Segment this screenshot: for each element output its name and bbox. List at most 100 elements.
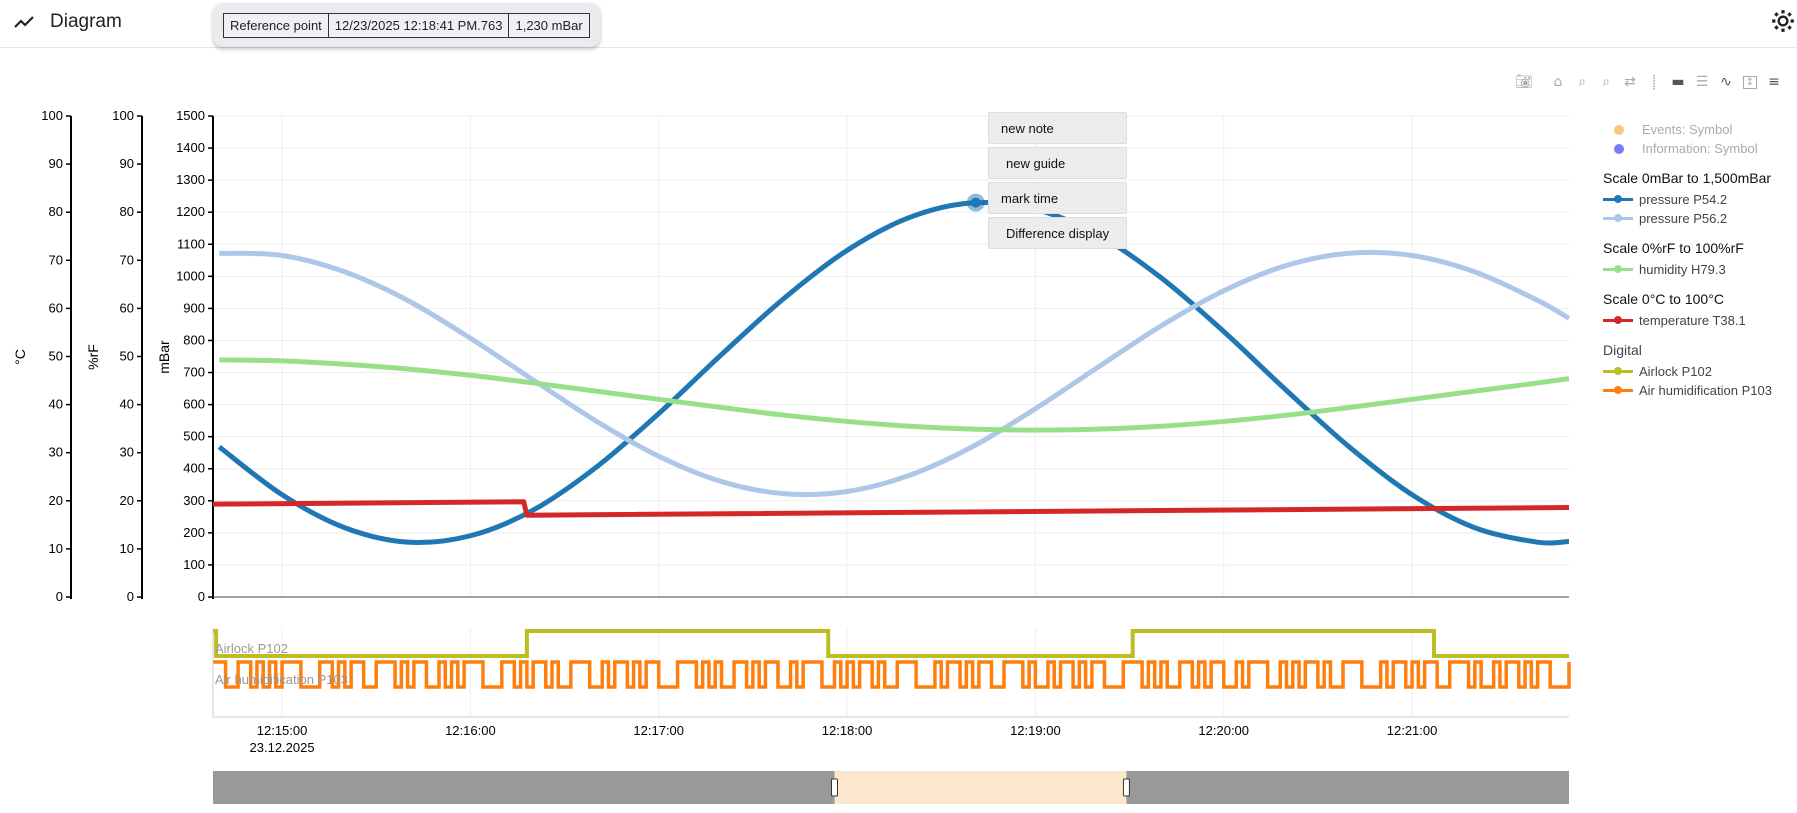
- y-tick-label-rf: 50: [120, 349, 134, 364]
- x-tick-label: 12:15:00: [257, 723, 308, 738]
- y-tick-label-rf: 20: [120, 493, 134, 508]
- legend-air-humidification[interactable]: Air humidification P103: [1603, 381, 1772, 400]
- legend-label: pressure P54.2: [1639, 192, 1728, 207]
- legend-swatch: [1603, 195, 1633, 203]
- legend-label: temperature T38.1: [1639, 313, 1746, 328]
- legend-label: humidity H79.3: [1639, 262, 1726, 277]
- reference-point-tooltip: Reference point 12/23/2025 12:18:41 PM.7…: [213, 3, 600, 47]
- y-axis-title-mbar: mBar: [156, 340, 172, 374]
- y-tick-label-mbar: 0: [198, 589, 205, 604]
- legend-temperature[interactable]: temperature T38.1: [1603, 311, 1772, 330]
- page-title: Diagram: [50, 11, 122, 32]
- digital-line-airlock: [213, 629, 1569, 658]
- new-note-button[interactable]: new note: [988, 112, 1127, 144]
- home-icon[interactable]: ⌂: [1553, 74, 1563, 90]
- y-tick-label-rf: 80: [120, 204, 134, 219]
- stacked-lines-icon[interactable]: ≡: [1768, 74, 1780, 90]
- tooltip-value: 1,230 mBar: [508, 12, 590, 38]
- digital-line-air-humidification: [213, 660, 1571, 689]
- tooltip-label: Reference point: [223, 12, 329, 38]
- y-tick-label-mbar: 600: [183, 397, 205, 412]
- range-slider-handle[interactable]: [1122, 778, 1130, 797]
- zoom-in-icon[interactable]: ⌕: [1578, 74, 1586, 90]
- tooltip-timestamp: 12/23/2025 12:18:41 PM.763: [327, 12, 510, 38]
- y-tick-label-c: 90: [49, 156, 63, 171]
- legend-pressure-p54[interactable]: pressure P54.2: [1603, 190, 1772, 209]
- x-tick-label: 12:20:00: [1198, 723, 1249, 738]
- reference-point-marker: [970, 197, 981, 208]
- range-slider-selection: [834, 771, 1127, 804]
- digital-label-air-humidification: Air humidification P103: [215, 672, 348, 687]
- pan-icon[interactable]: ⇄: [1624, 74, 1636, 90]
- scale-icon[interactable]: ↕: [1738, 71, 1762, 93]
- x-date-label: 23.12.2025: [250, 740, 315, 755]
- y-tick-label-mbar: 300: [183, 493, 205, 508]
- y-tick-label-c: 100: [41, 108, 63, 123]
- y-tick-label-rf: 30: [120, 445, 134, 460]
- legend-airlock[interactable]: Airlock P102: [1603, 362, 1772, 381]
- y-tick-label-c: 10: [49, 541, 63, 556]
- legend-group-title: Scale 0°C to 100°C: [1603, 291, 1724, 307]
- y-tick-label-c: 30: [49, 445, 63, 460]
- y-tick-label-mbar: 1500: [176, 108, 205, 123]
- mark-time-button[interactable]: mark time: [988, 182, 1127, 214]
- y-tick-label-c: 70: [49, 252, 63, 267]
- header-bar: Diagram: [0, 0, 1797, 48]
- line-icon[interactable]: ∿: [1720, 74, 1732, 90]
- y-tick-label-c: 80: [49, 204, 63, 219]
- chart-toolbar: 📷︎ ⌂ ⌕ ⌕ ⇄ ⸽ ▬ ☰ ∿ ↕ ≡: [1512, 70, 1786, 94]
- legend-swatch: [1603, 214, 1633, 222]
- y-tick-label-mbar: 1100: [177, 236, 205, 251]
- legend-label: Air humidification P103: [1639, 383, 1772, 398]
- range-slider-handle[interactable]: [831, 778, 838, 797]
- hover-compare-icon[interactable]: ☰: [1695, 74, 1709, 90]
- legend-label: Airlock P102: [1639, 364, 1712, 379]
- y-axis-title-rf: %rF: [85, 344, 101, 370]
- y-tick-label-c: 60: [49, 300, 63, 315]
- y-axis-title-c: °C: [12, 349, 28, 365]
- y-tick-label-rf: 60: [120, 300, 134, 315]
- legend-label: pressure P56.2: [1639, 211, 1728, 226]
- series-line-pressure-p56-2: [219, 249, 1571, 498]
- camera-icon[interactable]: 📷︎: [1515, 74, 1533, 90]
- y-tick-label-c: 20: [49, 493, 63, 508]
- series-line-humidity-h79-3: [219, 357, 1570, 433]
- y-tick-label-mbar: 100: [183, 557, 205, 572]
- gear-icon[interactable]: [1770, 8, 1796, 34]
- y-tick-label-mbar: 200: [183, 525, 205, 540]
- legend: Events: Symbol Information: Symbol Scale…: [1603, 120, 1772, 400]
- y-tick-label-mbar: 1000: [176, 268, 205, 283]
- legend-humidity[interactable]: humidity H79.3: [1603, 260, 1772, 279]
- legend-pressure-p56[interactable]: pressure P56.2: [1603, 209, 1772, 228]
- zoom-out-icon[interactable]: ⌕: [1602, 74, 1610, 90]
- legend-information[interactable]: Information: Symbol: [1603, 139, 1772, 158]
- y-tick-label-mbar: 400: [183, 461, 205, 476]
- legend-swatch: [1603, 386, 1633, 394]
- hover-closest-icon[interactable]: ▬: [1671, 74, 1685, 90]
- difference-display-button[interactable]: Difference display: [988, 217, 1127, 249]
- series-line-temperature-t38-1: [212, 499, 1570, 518]
- y-tick-label-mbar: 500: [183, 429, 205, 444]
- hexagon-icon: [1614, 124, 1624, 135]
- y-tick-label-mbar: 900: [183, 300, 205, 315]
- y-tick-label-c: 0: [56, 589, 63, 604]
- context-menu: new note new guide mark time Difference …: [988, 112, 1127, 252]
- legend-group-title: Scale 0%rF to 100%rF: [1603, 240, 1744, 256]
- chart-line-icon: [14, 16, 34, 28]
- legend-swatch: [1603, 316, 1633, 324]
- y-tick-label-mbar: 1400: [176, 140, 205, 155]
- legend-swatch: [1603, 367, 1633, 375]
- x-tick-label: 12:16:00: [445, 723, 496, 738]
- x-tick-label: 12:18:00: [822, 723, 873, 738]
- legend-group-title: Digital: [1603, 342, 1642, 358]
- new-guide-button[interactable]: new guide: [988, 147, 1127, 179]
- series-line-pressure-p54-2: [217, 200, 1570, 546]
- hexagon-icon: [1614, 143, 1624, 154]
- legend-label: Information: Symbol: [1642, 141, 1758, 156]
- y-tick-label-mbar: 1300: [176, 172, 205, 187]
- legend-label: Events: Symbol: [1642, 122, 1733, 137]
- legend-events[interactable]: Events: Symbol: [1603, 120, 1772, 139]
- spike-icon[interactable]: ⸽: [1652, 74, 1656, 91]
- x-tick-label: 12:19:00: [1010, 723, 1061, 738]
